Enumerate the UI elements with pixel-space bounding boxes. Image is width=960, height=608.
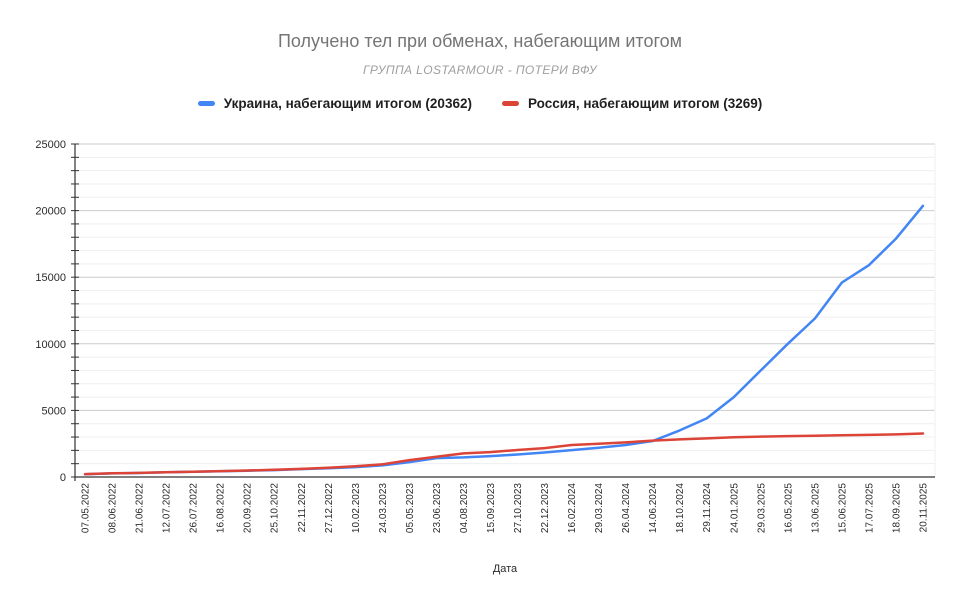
legend-item-ukraine[interactable]: Украина, набегающим итогом (20362) bbox=[197, 96, 472, 111]
legend-marker-ukraine bbox=[197, 101, 215, 106]
x-tick-label: 20.11.2025 bbox=[919, 483, 930, 533]
x-tick-label: 29.03.2025 bbox=[756, 483, 767, 533]
x-tick-label: 15.06.2025 bbox=[837, 483, 848, 533]
x-tick-label: 10.02.2023 bbox=[351, 483, 362, 533]
x-tick-label: 18.09.2025 bbox=[891, 483, 902, 533]
series-line-russia[interactable] bbox=[83, 432, 925, 476]
x-axis-title: Дата bbox=[492, 563, 518, 575]
x-tick-label: 13.06.2025 bbox=[810, 483, 821, 533]
x-tick-label: 27.12.2022 bbox=[324, 483, 335, 533]
x-tick-label: 12.07.2022 bbox=[162, 483, 173, 533]
x-tick-label: 20.09.2022 bbox=[243, 483, 254, 533]
x-tick-label: 22.12.2023 bbox=[540, 483, 551, 533]
x-tick-label: 08.06.2022 bbox=[108, 483, 119, 533]
y-tick-label: 10000 bbox=[35, 339, 66, 351]
legend-item-russia[interactable]: Россия, набегающим итогом (3269) bbox=[501, 96, 763, 111]
x-tick-label: 22.11.2022 bbox=[297, 483, 308, 533]
chart-subtitle: ГРУППА LOSTARMOUR - ПОТЕРИ ВФУ bbox=[362, 63, 597, 77]
x-tick-label: 15.09.2023 bbox=[486, 483, 497, 533]
y-tick-label: 25000 bbox=[35, 139, 66, 151]
x-tick-label: 26.04.2024 bbox=[621, 483, 632, 533]
x-tick-label: 04.08.2023 bbox=[459, 483, 470, 533]
x-tick-label: 24.01.2025 bbox=[729, 483, 740, 533]
x-tick-label: 16.02.2024 bbox=[567, 483, 578, 533]
legend: Украина, набегающим итогом (20362) Россия… bbox=[0, 96, 960, 111]
series-line-ukraine[interactable] bbox=[83, 204, 925, 476]
x-tick-label: 23.06.2023 bbox=[432, 483, 443, 533]
x-tick-label: 14.06.2024 bbox=[648, 483, 659, 533]
x-tick-label: 16.08.2022 bbox=[216, 483, 227, 533]
x-tick-label: 18.10.2024 bbox=[675, 483, 686, 533]
legend-marker-russia bbox=[501, 101, 519, 106]
y-tick-label: 20000 bbox=[35, 206, 66, 218]
x-tick-label: 17.07.2025 bbox=[864, 483, 875, 533]
x-tick-label: 24.03.2023 bbox=[378, 483, 389, 533]
x-tick-label: 21.06.2022 bbox=[135, 483, 146, 533]
x-tick-label: 16.05.2025 bbox=[783, 483, 794, 533]
legend-label-ukraine: Украина, набегающим итогом (20362) bbox=[223, 96, 472, 111]
x-tick-label: 29.11.2024 bbox=[702, 483, 713, 533]
x-tick-label: 26.07.2022 bbox=[189, 483, 200, 533]
legend-label-russia: Россия, набегающим итогом (3269) bbox=[527, 96, 763, 111]
x-tick-label: 29.03.2024 bbox=[594, 483, 605, 533]
x-tick-label: 07.05.2022 bbox=[81, 483, 92, 533]
x-tick-label: 27.10.2023 bbox=[513, 483, 524, 533]
y-tick-label: 5000 bbox=[42, 405, 66, 417]
chart-title: Получено тел при обменах, набегающим ито… bbox=[277, 31, 683, 51]
y-tick-label: 0 bbox=[60, 472, 66, 484]
x-tick-label: 25.10.2022 bbox=[270, 483, 281, 533]
x-tick-label: 05.05.2023 bbox=[405, 483, 416, 533]
y-tick-label: 15000 bbox=[35, 272, 66, 284]
